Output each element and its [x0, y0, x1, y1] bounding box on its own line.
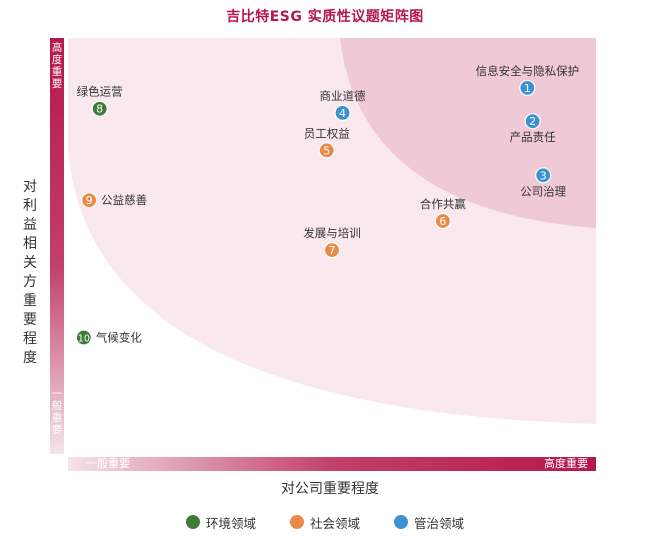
point-marker-6	[434, 212, 451, 230]
point-label-4: 商业道德	[320, 89, 366, 103]
point-marker-4	[334, 104, 351, 121]
legend-item-governance: 管治领域	[394, 513, 464, 532]
point-marker-1	[519, 79, 536, 97]
x-axis-high-label: 高度重要	[544, 457, 588, 470]
point-marker-5	[318, 142, 335, 159]
data-point-3: 3 公司治理	[520, 167, 567, 198]
data-point-4: 4 商业道德	[320, 89, 366, 121]
data-point-10: 10 气候变化	[75, 329, 142, 346]
data-point-2: 2 产品责任	[510, 113, 556, 144]
point-label-5: 员工权益	[304, 126, 350, 140]
data-point-8: 8 绿色运营	[77, 85, 123, 117]
legend-label-governance: 管治领域	[414, 515, 465, 531]
data-point-7: 7 发展与培训	[303, 226, 361, 259]
data-point-1: 1 信息安全与隐私保护	[476, 64, 580, 97]
legend-label-social: 社会领域	[309, 515, 360, 531]
legend-label-environment: 环境领域	[205, 515, 256, 531]
point-label-3: 公司治理	[520, 184, 566, 198]
legend-swatch-environment	[185, 515, 200, 529]
point-label-10: 气候变化	[96, 331, 142, 345]
point-number-10: 10	[78, 334, 90, 345]
point-number-5: 5	[323, 144, 330, 157]
x-axis-bar	[68, 457, 596, 471]
data-point-5: 5 员工权益	[304, 126, 350, 159]
point-number-1: 1	[524, 82, 531, 95]
legend: 环境领域 社会领域 管治领域	[0, 512, 650, 532]
point-label-6: 合作共赢	[420, 197, 466, 211]
point-marker-3	[535, 167, 552, 184]
point-number-4: 4	[339, 107, 346, 120]
data-point-6: 6 合作共赢	[420, 197, 466, 230]
point-number-7: 7	[329, 244, 336, 257]
point-marker-2	[524, 113, 541, 130]
point-marker-10	[75, 329, 92, 346]
y-axis-low-label: 一般重要	[51, 388, 63, 436]
point-marker-9	[81, 192, 98, 209]
y-axis-bar	[50, 38, 64, 454]
point-number-3: 3	[540, 169, 547, 182]
point-number-9: 9	[86, 194, 93, 207]
point-marker-7	[323, 242, 341, 259]
point-label-2: 产品责任	[510, 130, 556, 144]
point-label-7: 发展与培训	[303, 226, 361, 240]
point-label-8: 绿色运营	[77, 85, 123, 99]
point-number-2: 2	[529, 115, 536, 128]
x-axis-title: 对公司重要程度	[281, 481, 379, 497]
y-axis-title: 对利益相关方重要程度	[23, 179, 37, 366]
point-number-8: 8	[96, 103, 103, 116]
legend-item-social: 社会领域	[289, 513, 360, 532]
data-point-9: 9 公益慈善	[81, 192, 147, 209]
legend-swatch-social	[289, 515, 304, 529]
point-marker-8	[91, 100, 108, 117]
x-axis-low-label: 一般重要	[86, 457, 130, 470]
point-label-9: 公益慈善	[101, 193, 147, 207]
legend-item-environment: 环境领域	[185, 513, 256, 532]
legend-swatch-governance	[394, 515, 408, 529]
y-axis-high-label: 高度重要	[51, 42, 63, 90]
point-number-6: 6	[439, 215, 446, 228]
chart-title: 吉比特ESG 实质性议题矩阵图	[226, 9, 424, 25]
point-label-1: 信息安全与隐私保护	[476, 64, 580, 78]
